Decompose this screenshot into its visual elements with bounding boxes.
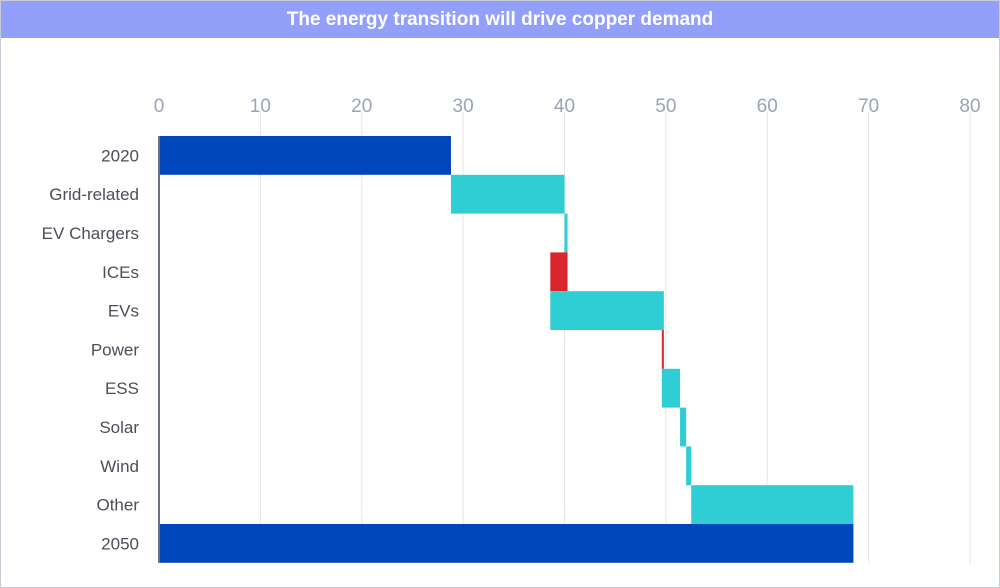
- x-tick-label: 30: [453, 96, 474, 117]
- category-label: EV Chargers: [42, 224, 139, 243]
- category-label: Grid-related: [49, 185, 139, 204]
- category-label: Wind: [100, 457, 139, 476]
- x-tick-label: 60: [757, 96, 778, 117]
- category-labels: 2020 Grid-related EV Chargers ICEs EVs Power E…: [42, 146, 140, 553]
- gridlines: [259, 112, 971, 563]
- x-tick-label: 70: [858, 96, 879, 117]
- category-label: Other: [96, 496, 139, 515]
- x-tick-label: 0: [154, 96, 165, 117]
- chart-title: The energy transition will drive copper …: [1, 1, 999, 38]
- category-label: EVs: [108, 302, 139, 321]
- bar-other: [691, 485, 854, 524]
- bar-power: [661, 330, 664, 369]
- x-tick-label: 50: [655, 96, 676, 117]
- bar-2050: [159, 524, 854, 563]
- x-tick-label: 40: [554, 96, 575, 117]
- category-label: ICEs: [102, 263, 139, 282]
- category-label: ESS: [105, 379, 139, 398]
- bar-solar: [680, 407, 687, 447]
- bar-2020: [159, 136, 451, 175]
- bars: [159, 136, 854, 563]
- bar-grid-related: [450, 174, 565, 214]
- bar-wind: [686, 446, 692, 486]
- category-label: Solar: [99, 418, 139, 437]
- category-label: Power: [91, 340, 140, 359]
- x-tick-label: 20: [351, 96, 372, 117]
- x-tick-label: 80: [959, 96, 980, 117]
- x-tick-label: 10: [250, 96, 271, 117]
- bar-ev-chargers: [564, 213, 568, 253]
- category-label: 2050: [101, 534, 139, 553]
- bar-ess: [661, 368, 681, 408]
- x-axis-ticks: 0 10 20 30 40 50 60 70 80: [154, 96, 981, 117]
- bar-ices: [550, 252, 568, 292]
- category-label: 2020: [101, 146, 139, 165]
- bar-evs: [550, 291, 664, 330]
